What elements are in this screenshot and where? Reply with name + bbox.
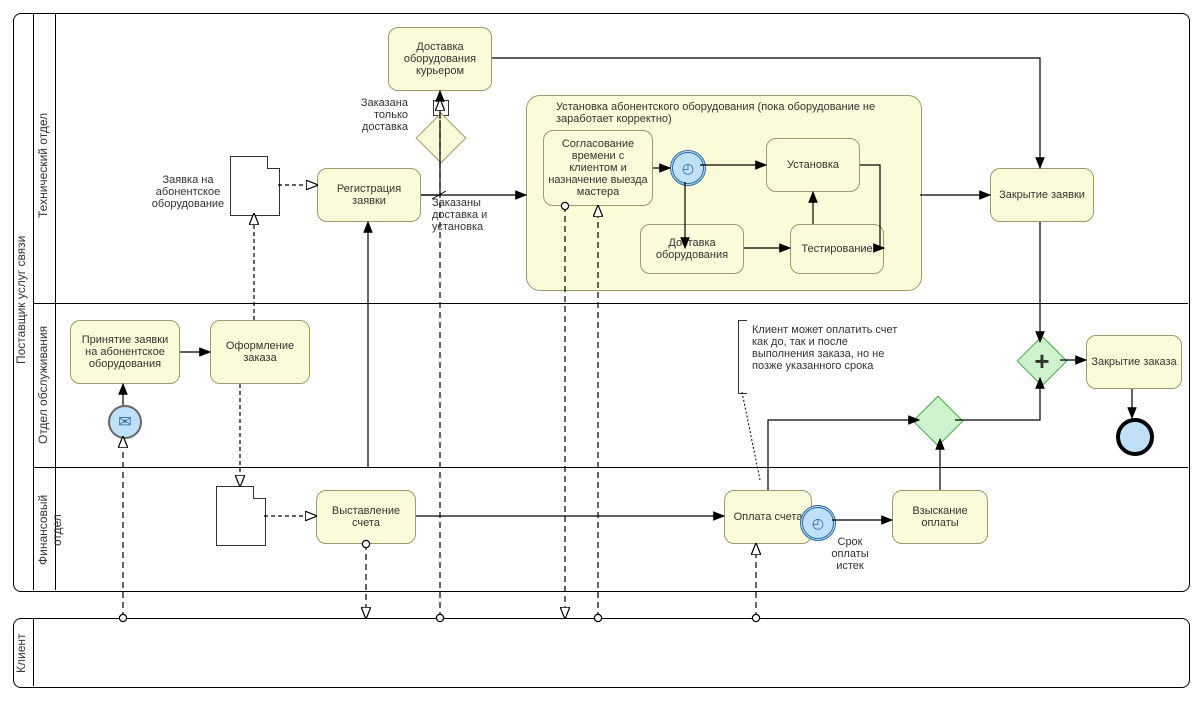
pool-header-sep — [33, 13, 34, 590]
task-agree-time[interactable]: Согласование времени с клиентом и назнач… — [543, 130, 653, 206]
task-label: Оплата счета — [734, 511, 803, 523]
subprocess-label: Установка абонентского оборудования (пок… — [556, 101, 896, 125]
task-testing[interactable]: Тестирование — [790, 224, 884, 274]
task-accept[interactable]: Принятие заявки на абонентское оборудова… — [70, 320, 180, 384]
task-pay[interactable]: Оплата счета — [724, 490, 812, 544]
start-message-event[interactable] — [108, 405, 142, 439]
task-label: Принятие заявки на абонентское оборудова… — [75, 334, 175, 370]
lane-finance-label: Финансовый отдел — [36, 480, 64, 580]
task-label: Выставление счета — [321, 505, 411, 529]
lane-sep-1 — [33, 303, 1188, 304]
end-event[interactable] — [1116, 418, 1154, 456]
task-order[interactable]: Оформление заказа — [210, 320, 310, 384]
task-close-req[interactable]: Закрытие заявки — [990, 168, 1094, 222]
lane-sep-2 — [33, 467, 1188, 468]
task-label: Доставка оборудования — [645, 237, 739, 261]
task-label: Доставка оборудования курьером — [393, 41, 487, 77]
task-label: Тестирование — [801, 243, 872, 255]
pool-client-label: Клиент — [14, 628, 28, 678]
timer-event-master[interactable] — [670, 150, 706, 186]
task-label: Регистрация заявки — [322, 183, 416, 207]
task-label: Закрытие заказа — [1091, 356, 1176, 368]
note-bracket — [738, 320, 747, 394]
branch-top-label: Заказана только доставка — [338, 97, 408, 133]
task-register[interactable]: Регистрация заявки — [317, 168, 421, 222]
task-delivery-courier[interactable]: Доставка оборудования курьером + — [388, 27, 492, 91]
pool-client — [13, 618, 1190, 688]
task-label: Закрытие заявки — [999, 189, 1085, 201]
task-close-order[interactable]: Закрытие заказа — [1086, 335, 1182, 389]
task-deliver-eq[interactable]: Доставка оборудования — [640, 224, 744, 274]
timer-label: Срок оплаты истек — [824, 536, 876, 572]
doc-request-label: Заявка на абонентское оборудование — [148, 174, 228, 210]
lane-service-label: Отдел обслуживания — [36, 320, 50, 450]
doc-invoice — [216, 486, 266, 546]
bpmn-canvas: Поставщик услуг связи Технический отдел … — [0, 0, 1200, 715]
doc-request — [230, 156, 280, 216]
task-label: Согласование времени с клиентом и назнач… — [548, 138, 648, 198]
task-label: Установка — [787, 159, 839, 171]
task-invoice[interactable]: Выставление счета — [316, 490, 416, 544]
task-collect[interactable]: Взыскание оплаты — [892, 490, 988, 544]
task-label: Оформление заказа — [215, 340, 305, 364]
annotation-text: Клиент может оплатить счет как до, так и… — [752, 324, 912, 372]
pool-supplier-label: Поставщик услуг связи — [14, 200, 28, 400]
task-label: Взыскание оплаты — [897, 505, 983, 529]
task-install[interactable]: Установка — [766, 138, 860, 192]
client-header-sep — [33, 618, 34, 686]
lane-tech-label: Технический отдел — [36, 90, 50, 240]
branch-bottom-label: Заказаны доставка и установка — [432, 197, 512, 233]
